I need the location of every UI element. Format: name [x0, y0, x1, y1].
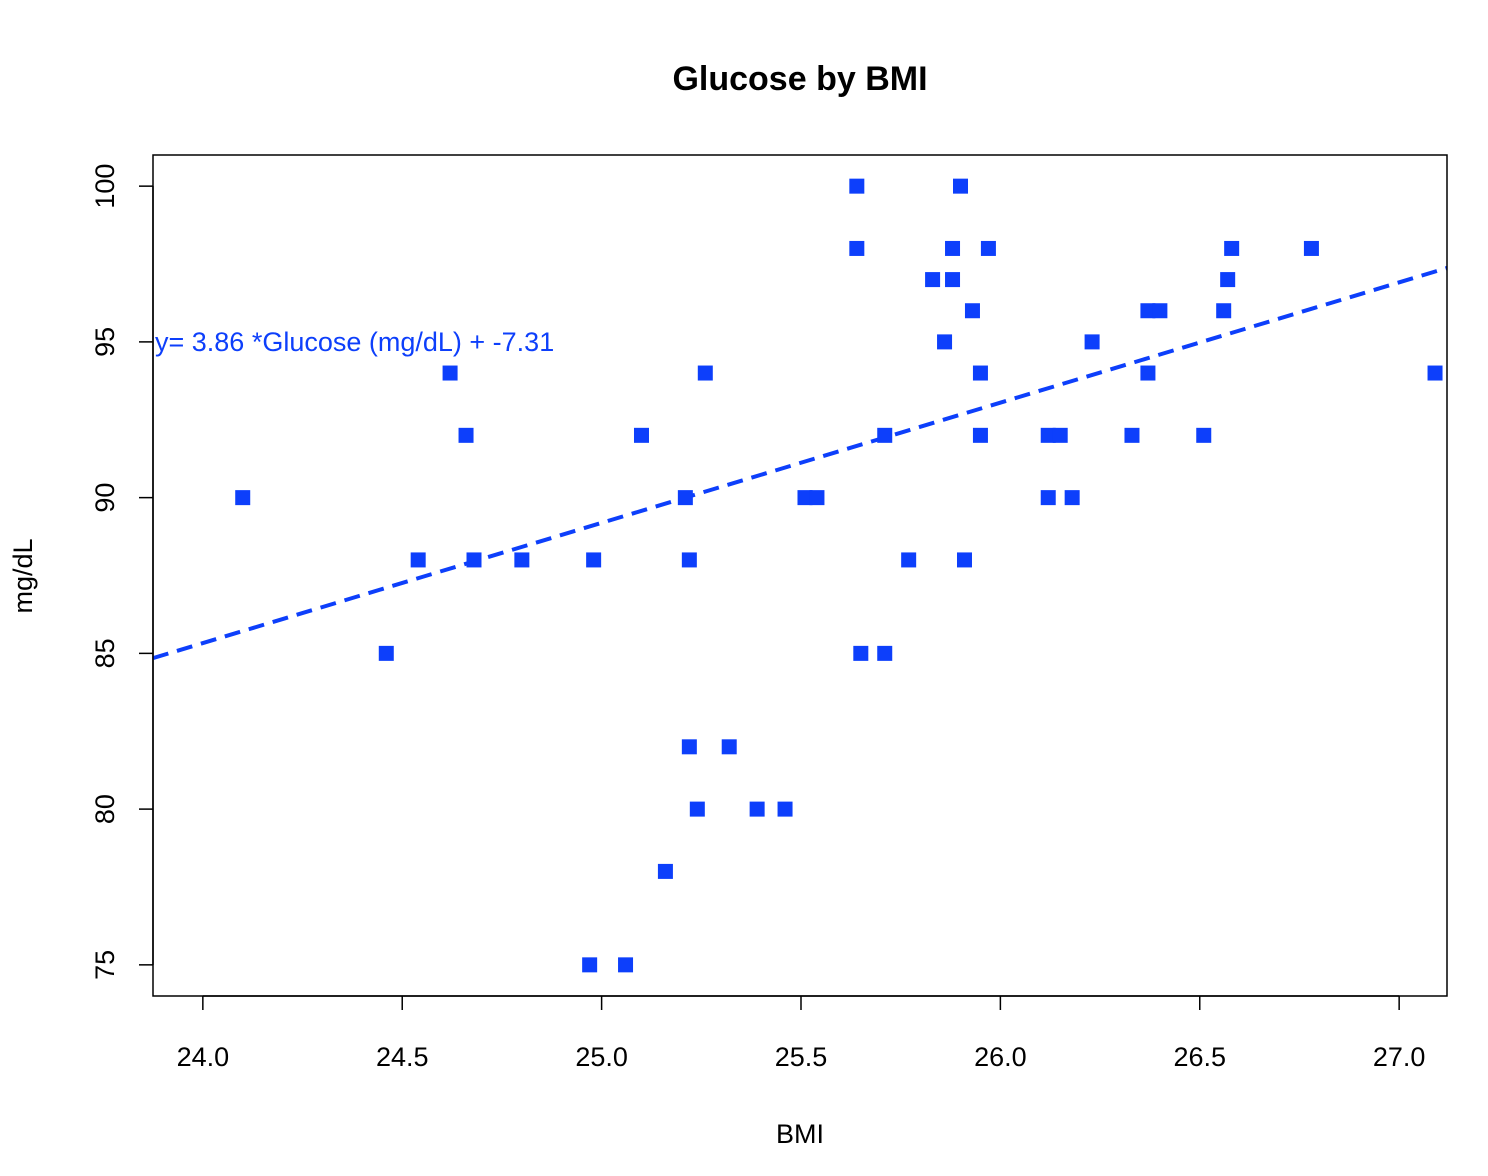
x-axis: 24.0 24.5 25.0 25.5 26.0 26.5 27.0: [177, 995, 1426, 1072]
data-point: [1140, 303, 1156, 319]
data-point: [681, 552, 697, 568]
data-point: [925, 272, 941, 288]
data-point: [972, 365, 988, 381]
x-tick-label: 26.0: [974, 1042, 1027, 1072]
data-point: [1064, 490, 1080, 506]
data-point: [618, 957, 634, 973]
data-point: [953, 178, 969, 194]
data-point: [633, 427, 649, 443]
data-point: [697, 365, 713, 381]
data-point: [972, 427, 988, 443]
data-point: [1303, 240, 1319, 256]
data-point: [853, 645, 869, 661]
x-tick-label: 24.0: [177, 1042, 230, 1072]
data-point: [458, 427, 474, 443]
data-point: [1140, 365, 1156, 381]
y-tick-label: 75: [90, 950, 120, 980]
data-point: [1220, 272, 1236, 288]
data-point: [1040, 427, 1056, 443]
data-point: [514, 552, 530, 568]
data-point: [410, 552, 426, 568]
y-tick-label: 85: [90, 638, 120, 668]
data-point: [378, 645, 394, 661]
data-point: [901, 552, 917, 568]
data-point: [956, 552, 972, 568]
data-point: [1196, 427, 1212, 443]
regression-line: [152, 266, 1448, 661]
data-point: [466, 552, 482, 568]
data-point: [677, 490, 693, 506]
data-point: [877, 645, 893, 661]
y-axis-title: mg/dL: [8, 538, 38, 613]
data-point: [1152, 303, 1168, 319]
x-axis-title: BMI: [776, 1119, 824, 1149]
x-tick-label: 25.5: [775, 1042, 828, 1072]
data-point: [937, 334, 953, 350]
data-point: [849, 240, 865, 256]
data-point: [777, 801, 793, 817]
data-point: [945, 240, 961, 256]
data-point: [681, 739, 697, 755]
data-point: [235, 490, 251, 506]
data-point: [657, 863, 673, 879]
y-axis: 75 80 85 90 95 100: [90, 164, 154, 980]
regression-line-layer: [152, 266, 1448, 661]
points-layer: [235, 178, 1443, 973]
y-tick-label: 100: [90, 164, 120, 209]
data-point: [1216, 303, 1232, 319]
data-point: [586, 552, 602, 568]
y-tick-label: 90: [90, 483, 120, 513]
data-point: [849, 178, 865, 194]
x-tick-label: 27.0: [1373, 1042, 1426, 1072]
data-point: [749, 801, 765, 817]
data-point: [1427, 365, 1443, 381]
data-point: [582, 957, 598, 973]
data-point: [689, 801, 705, 817]
chart-title: Glucose by BMI: [672, 60, 927, 98]
data-point: [809, 490, 825, 506]
y-tick-label: 80: [90, 794, 120, 824]
y-tick-label: 95: [90, 327, 120, 357]
data-point: [1084, 334, 1100, 350]
data-point: [721, 739, 737, 755]
data-point: [945, 272, 961, 288]
data-point: [442, 365, 458, 381]
x-tick-label: 24.5: [376, 1042, 429, 1072]
plot-frame: [152, 154, 1448, 997]
data-point: [797, 490, 813, 506]
data-point: [1124, 427, 1140, 443]
data-point: [877, 427, 893, 443]
data-point: [964, 303, 980, 319]
regression-equation-label: y= 3.86 *Glucose (mg/dL) + -7.31: [155, 327, 554, 357]
data-point: [1224, 240, 1240, 256]
data-point: [1040, 490, 1056, 506]
x-tick-label: 25.0: [575, 1042, 628, 1072]
x-tick-label: 26.5: [1173, 1042, 1226, 1072]
data-point: [980, 240, 996, 256]
data-point: [1052, 427, 1068, 443]
